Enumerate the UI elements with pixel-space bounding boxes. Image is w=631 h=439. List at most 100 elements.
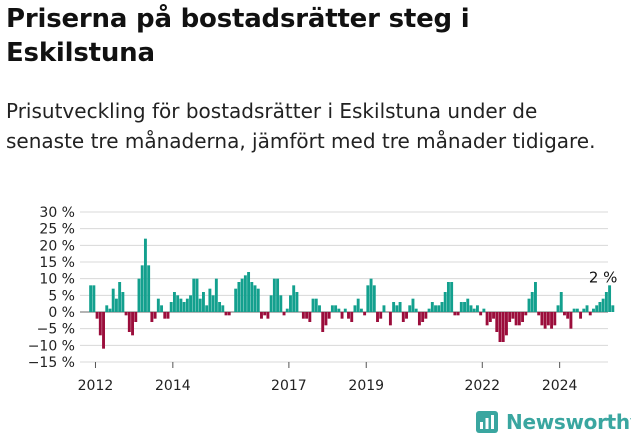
bar [450,282,454,312]
bar [266,312,270,319]
bar [437,305,441,312]
bar [234,288,238,312]
bar [301,312,305,319]
bar [321,312,325,332]
bar [208,288,212,312]
bar [585,305,589,312]
bar [398,302,402,312]
y-tick-label: −10 % [28,338,75,354]
bar [411,298,415,312]
bar [95,312,99,319]
bar [579,312,583,319]
bar [314,298,318,312]
bar [543,312,547,329]
y-tick-label: 30 % [39,205,75,221]
bar [289,295,292,312]
bar [205,305,209,312]
bar [337,308,341,312]
bar [105,305,109,312]
bar [569,312,573,329]
bar [359,308,363,312]
bar [511,312,515,319]
x-tick-label: 2024 [542,378,578,394]
bar [482,308,486,312]
bar [237,282,241,312]
bar-chart: −15 %−10 %−5 %0 %5 %10 %15 %20 %25 %30 %… [28,205,618,394]
bar [469,305,473,312]
bar [153,312,157,319]
bar [343,308,347,312]
bar [417,312,421,326]
bar [253,285,257,312]
bar [121,292,125,312]
x-tick-label: 2014 [155,378,191,394]
bar [92,285,96,312]
bar [163,312,167,319]
bar [156,298,160,312]
bar [195,278,199,312]
bar [459,302,463,312]
bar [292,285,296,312]
bar [466,298,470,312]
bar [366,285,370,312]
bar [601,298,605,312]
bar [424,312,428,319]
bar [140,265,144,312]
bar [89,285,93,312]
bar [524,312,528,316]
bar [427,308,431,312]
newsworthy-logo: Newsworthy [476,406,631,438]
bar [592,308,595,312]
bar [504,312,508,336]
bar [182,302,186,312]
bar [202,292,205,312]
bar [295,292,299,312]
newsworthy-icon [476,411,498,433]
bar [247,272,251,312]
y-tick-label: 10 % [39,272,75,288]
brand-name: Newsworthy [506,410,631,434]
bar [276,278,280,312]
bar [227,312,231,316]
bar [327,312,331,319]
bar [256,288,260,312]
bar [169,302,173,312]
bar [189,295,193,312]
bar [98,312,102,336]
bar [521,312,525,322]
bar [517,312,521,326]
bar [214,278,218,312]
bar [172,292,176,312]
bar [598,302,602,312]
bar [479,312,483,316]
bar [263,312,267,316]
bar [608,285,612,312]
chart-title: Priserna på bostadsrätter steg i Eskilst… [6,4,470,68]
bar [137,278,141,312]
bar [566,312,570,319]
bar [285,308,289,312]
x-tick-label: 2019 [348,378,384,394]
bar [401,312,405,322]
bar [269,295,273,312]
bar [498,312,502,342]
bar [143,238,147,312]
bar [434,305,437,312]
bar [134,312,138,322]
y-tick-label: 20 % [39,238,75,254]
bar [124,312,128,316]
bar [279,295,283,312]
bar [356,298,360,312]
bar [582,308,586,312]
y-tick-label: 15 % [39,255,75,271]
bar [392,302,396,312]
bar [443,292,447,312]
bar [179,298,183,312]
bar [453,312,457,316]
bar [463,302,466,312]
bar [550,312,554,329]
bar [363,312,367,316]
bar [324,312,328,326]
bar [611,305,615,312]
bar [379,312,383,319]
